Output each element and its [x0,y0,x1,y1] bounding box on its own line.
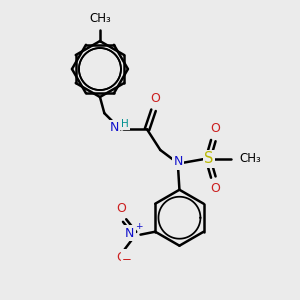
Text: N: N [110,122,119,134]
Text: S: S [204,151,214,166]
Text: CH₃: CH₃ [240,152,262,165]
Text: CH₃: CH₃ [89,12,111,25]
Text: N: N [125,227,135,240]
Text: O: O [211,122,220,135]
Text: O: O [117,251,127,264]
Text: H: H [121,119,129,129]
Text: N: N [173,155,183,168]
Text: −: − [122,253,132,266]
Text: +: + [136,222,143,231]
Text: O: O [117,202,127,215]
Text: O: O [211,182,220,195]
Text: O: O [150,92,160,105]
